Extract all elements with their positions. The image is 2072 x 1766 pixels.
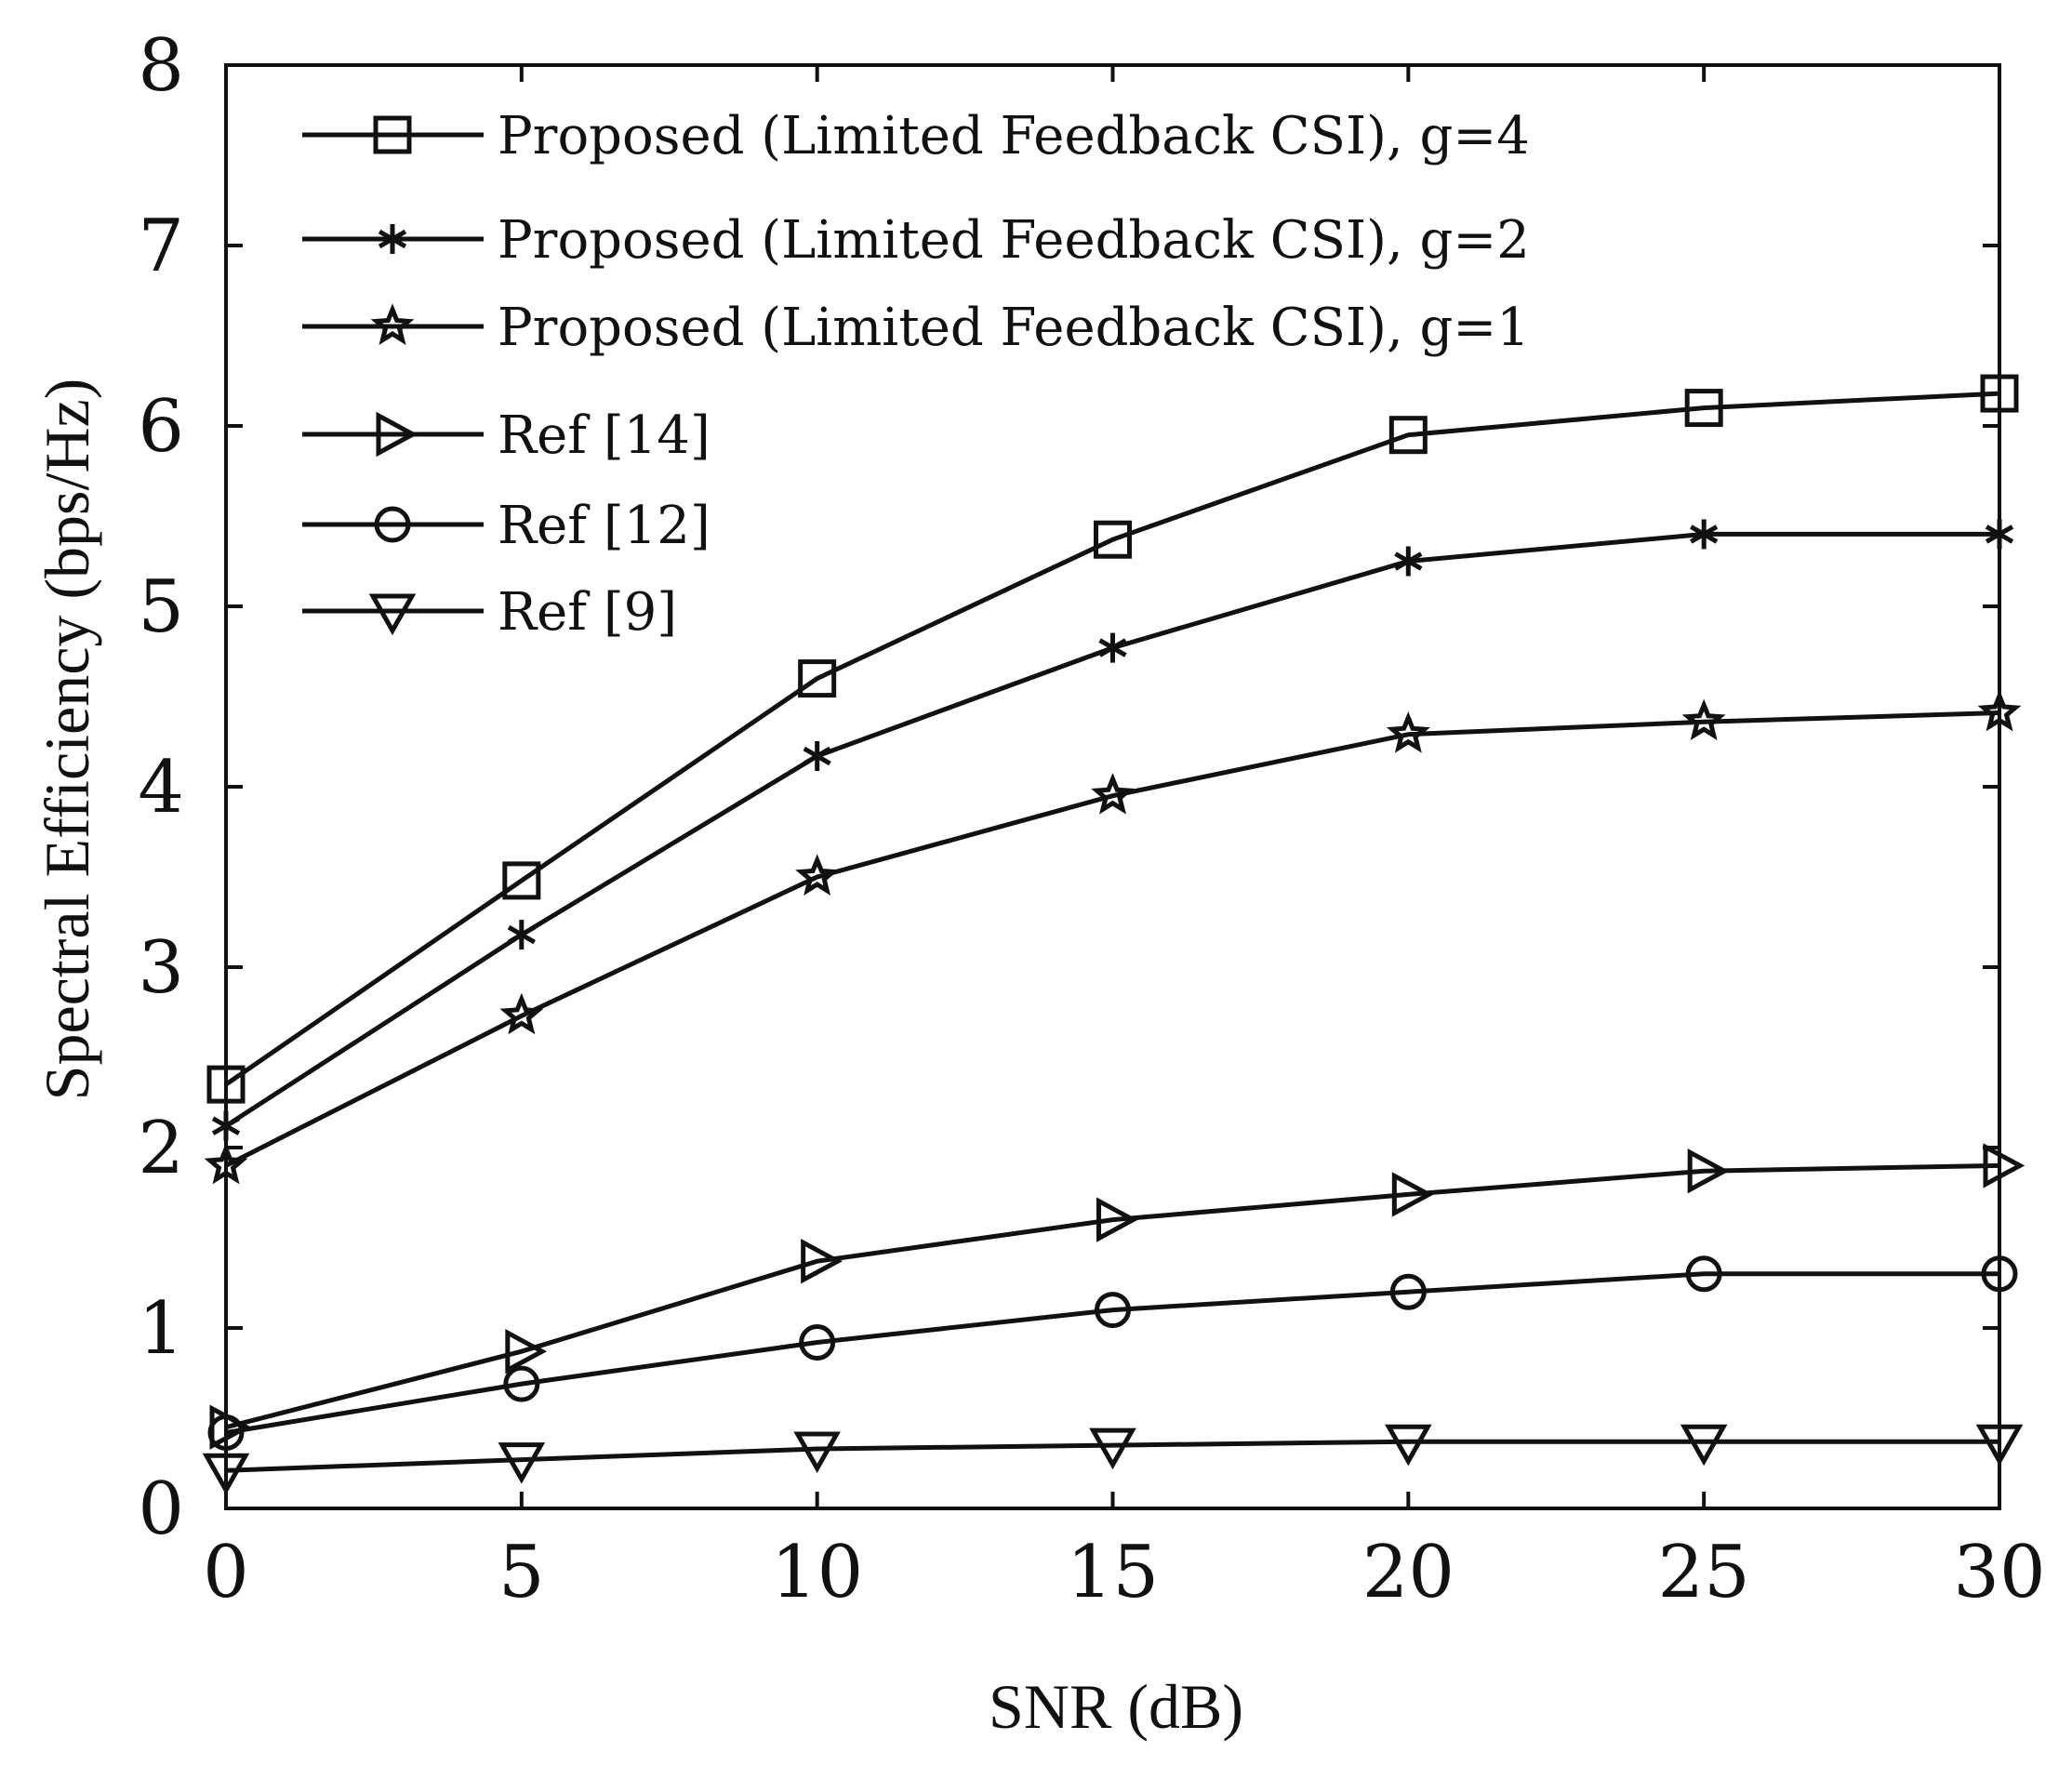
x-tick-label: 30: [1953, 1531, 2045, 1614]
data-point: [1977, 689, 2022, 732]
legend-item: Ref [12]: [302, 496, 711, 556]
x-axis-title: SNR (dB): [989, 1671, 1243, 1742]
y-tick-label: 2: [138, 1107, 184, 1190]
series-group: [202, 374, 2026, 1495]
data-point: [1680, 1424, 1728, 1467]
data-point: [1096, 1197, 1138, 1242]
y-tick-label: 3: [138, 926, 184, 1010]
data-point: [1386, 711, 1430, 753]
legend-label: Proposed (Limited Feedback CSI), g=1: [498, 298, 1530, 358]
data-point: [498, 1442, 546, 1484]
legend-item: Proposed (Limited Feedback CSI), g=4: [302, 106, 1530, 166]
legend-item: Proposed (Limited Feedback CSI), g=2: [302, 210, 1530, 271]
series-line: [224, 391, 2000, 1087]
series-1: [206, 374, 2019, 1104]
y-tick-label: 4: [138, 746, 184, 830]
series-6: [202, 1424, 2024, 1495]
data-point: [1091, 773, 1135, 815]
legend-marker: [373, 115, 412, 154]
data-point: [204, 1142, 248, 1185]
series-line: [224, 710, 2000, 1168]
legend-marker: [374, 506, 411, 543]
data-point: [1388, 416, 1428, 455]
data-point: [1690, 519, 1719, 550]
y-tick-label: 6: [138, 385, 184, 469]
data-point: [1098, 632, 1127, 663]
series-line: [225, 1439, 1999, 1473]
data-point: [793, 1431, 841, 1474]
data-point: [1975, 1424, 2024, 1467]
legend-label: Ref [9]: [498, 582, 677, 643]
data-point: [1389, 1273, 1427, 1310]
data-point: [1095, 1292, 1131, 1329]
data-point: [202, 1453, 250, 1495]
series-3: [204, 689, 2022, 1185]
data-point: [1094, 520, 1132, 559]
legend-marker: [376, 411, 418, 458]
x-tick-label: 0: [203, 1531, 249, 1614]
legend-label: Ref [12]: [498, 496, 711, 556]
data-point: [1983, 1143, 2026, 1188]
data-point: [207, 1414, 245, 1452]
data-point: [1685, 1255, 1722, 1293]
data-point: [798, 659, 837, 698]
data-point: [803, 741, 831, 771]
data-point: [799, 1324, 836, 1361]
data-point: [1985, 519, 2014, 550]
data-point: [502, 861, 541, 900]
series-line: [224, 531, 1999, 1128]
series-line: [225, 1271, 1999, 1435]
y-tick-label: 5: [138, 565, 184, 649]
data-point: [1681, 698, 1726, 741]
series-line: [225, 1162, 2000, 1430]
y-tick-label: 8: [138, 24, 184, 108]
y-tick-label: 0: [138, 1467, 184, 1551]
legend-label: Ref [14]: [498, 405, 711, 466]
legend-marker: [368, 593, 417, 636]
y-tick-label: 1: [138, 1287, 184, 1371]
data-point: [499, 992, 544, 1035]
legend-item: Ref [14]: [302, 405, 711, 466]
data-point: [505, 1329, 548, 1374]
data-point: [1981, 1255, 2018, 1293]
legend-marker: [370, 303, 415, 345]
legend-item: Ref [9]: [302, 582, 677, 643]
series-5: [207, 1255, 2018, 1452]
data-point: [1385, 1424, 1432, 1467]
data-point: [801, 1239, 843, 1284]
data-point: [1980, 374, 2019, 413]
legend-label: Proposed (Limited Feedback CSI), g=4: [498, 106, 1530, 166]
y-axis-title: Spectral Efficiency (bps/Hz): [32, 378, 102, 1101]
axes: 0 5 10 15 20 25 30 0 1 2 3 4 5 6 7 8: [138, 24, 2045, 1614]
data-point: [1687, 1149, 1730, 1194]
data-point: [206, 1065, 246, 1104]
data-point: [1391, 1172, 1434, 1217]
data-point: [507, 920, 536, 950]
x-tick-label: 5: [498, 1531, 545, 1614]
x-tick-label: 20: [1362, 1531, 1454, 1614]
legend-item: Proposed (Limited Feedback CSI), g=1: [302, 298, 1530, 358]
data-point: [1394, 546, 1423, 577]
data-point: [795, 854, 840, 896]
x-tick-label: 15: [1067, 1531, 1159, 1614]
data-point: [503, 1365, 540, 1402]
y-tick-label: 7: [138, 205, 184, 288]
data-point: [1684, 389, 1723, 428]
x-tick-label: 10: [771, 1531, 863, 1614]
x-tick-label: 25: [1658, 1531, 1750, 1614]
series-2: [211, 519, 2014, 1141]
legend-label: Proposed (Limited Feedback CSI), g=2: [498, 210, 1530, 271]
data-point: [1089, 1427, 1136, 1470]
data-point: [211, 1110, 241, 1141]
legend: Proposed (Limited Feedback CSI), g=4 Prop…: [302, 106, 1530, 643]
legend-marker: [378, 224, 407, 254]
